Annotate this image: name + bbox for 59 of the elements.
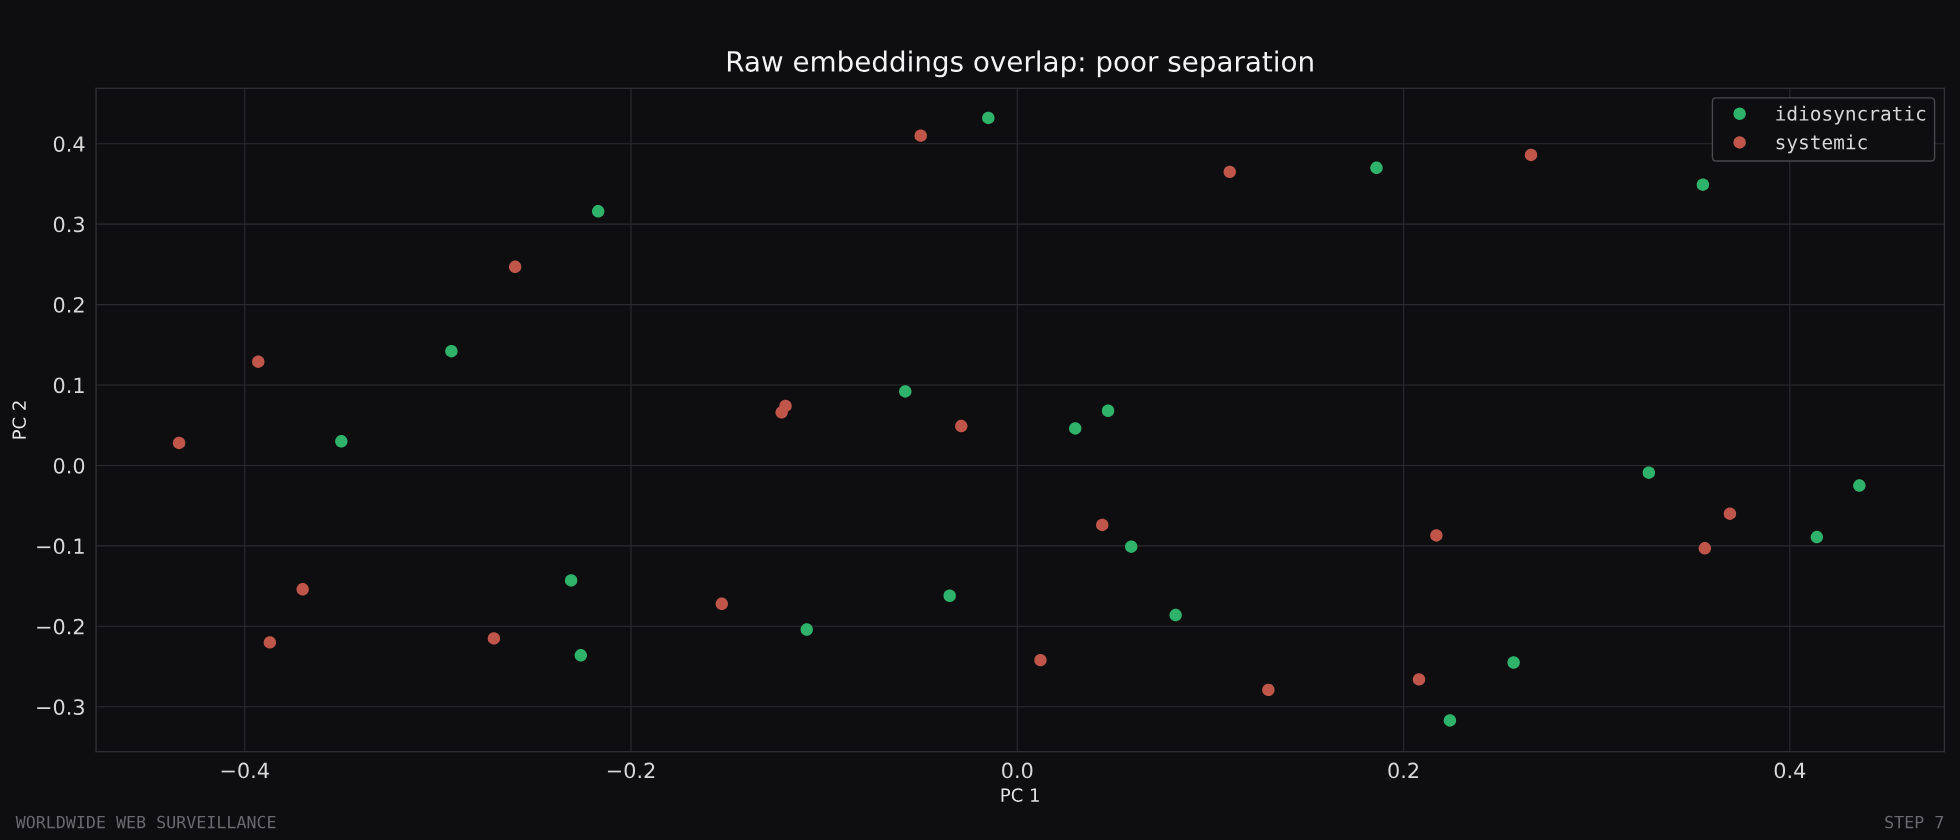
point bbox=[1370, 161, 1383, 175]
point bbox=[982, 111, 995, 125]
point bbox=[779, 399, 792, 413]
x-axis-title: PC 1 bbox=[1001, 788, 1039, 802]
point bbox=[591, 205, 605, 218]
legend-label: systemic bbox=[1776, 134, 1867, 154]
y-tick-label: −0.3 bbox=[37, 699, 84, 715]
y-tick-label: 0.4 bbox=[53, 136, 85, 152]
point bbox=[172, 436, 186, 450]
point bbox=[715, 597, 728, 611]
y-tick-label: −0.1 bbox=[37, 538, 84, 555]
point bbox=[1262, 683, 1275, 697]
chart-title: Raw embeddings overlap: poor separation bbox=[727, 50, 1313, 78]
point bbox=[252, 355, 265, 368]
point bbox=[508, 260, 522, 273]
point bbox=[1642, 466, 1656, 479]
point bbox=[1853, 479, 1866, 492]
point bbox=[800, 623, 813, 636]
text: WORLDWIDE WEB SURVEILLANCE bbox=[15, 815, 276, 829]
point bbox=[1524, 148, 1538, 162]
x-tick-label: −0.4 bbox=[221, 762, 269, 779]
point bbox=[899, 385, 912, 398]
point bbox=[1412, 673, 1426, 686]
point bbox=[914, 129, 927, 142]
point bbox=[1696, 178, 1710, 191]
point bbox=[263, 636, 277, 649]
point bbox=[1723, 507, 1737, 520]
point bbox=[955, 419, 968, 433]
y-tick-label: 0.2 bbox=[53, 297, 84, 313]
x-tick-label: 0.2 bbox=[1388, 762, 1419, 779]
point bbox=[1507, 656, 1520, 669]
y-axis-title: PC 2 bbox=[12, 401, 26, 439]
point bbox=[335, 435, 348, 448]
point bbox=[1430, 529, 1443, 542]
x-tick-label: 0.4 bbox=[1774, 762, 1806, 779]
point bbox=[943, 589, 956, 602]
text: STEP 7 bbox=[1885, 815, 1944, 829]
point bbox=[1101, 404, 1115, 417]
point bbox=[1443, 714, 1457, 727]
y-tick-label: −0.2 bbox=[37, 618, 84, 635]
y-tick-label: 0.0 bbox=[53, 457, 85, 474]
point bbox=[564, 574, 578, 587]
point bbox=[1034, 653, 1047, 667]
point bbox=[1223, 165, 1236, 179]
point bbox=[1125, 540, 1138, 553]
y-tick-label: 0.1 bbox=[53, 377, 84, 394]
x-tick-label: 0.0 bbox=[1002, 762, 1033, 779]
legend-label: idiosyncratic bbox=[1776, 105, 1926, 125]
point bbox=[574, 649, 588, 662]
point bbox=[1169, 608, 1182, 622]
point bbox=[487, 632, 501, 645]
point bbox=[1096, 518, 1109, 532]
point bbox=[1069, 422, 1082, 435]
point bbox=[1810, 530, 1824, 544]
x-tick-label: −0.2 bbox=[607, 762, 655, 779]
y-tick-label: 0.3 bbox=[53, 216, 84, 233]
point bbox=[445, 345, 458, 358]
point bbox=[1698, 542, 1712, 555]
point bbox=[296, 583, 309, 596]
